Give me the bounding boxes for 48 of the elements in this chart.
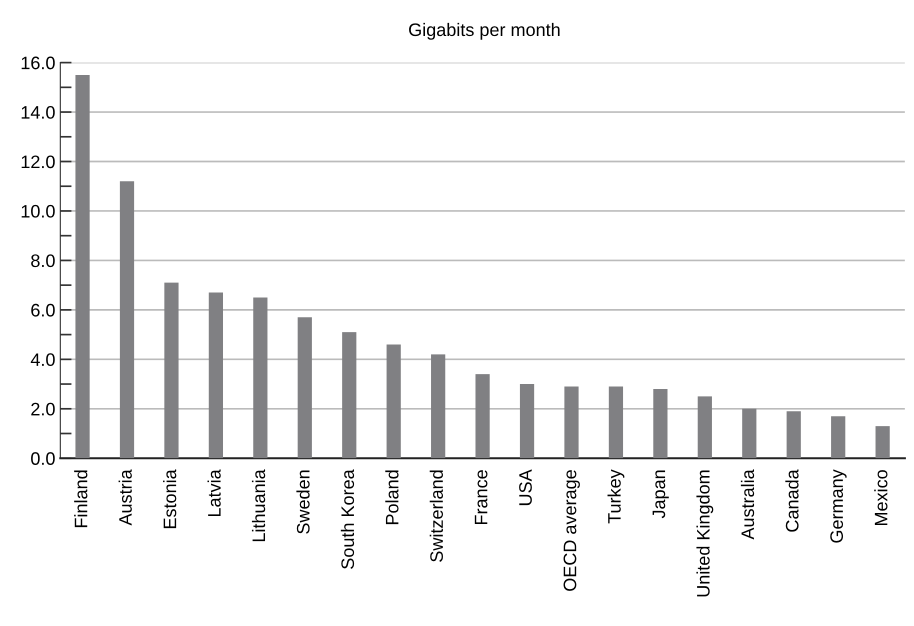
y-tick-label: 6.0 — [31, 304, 55, 317]
y-tick-label: 4.0 — [30, 353, 55, 366]
bar — [253, 298, 268, 458]
bar — [386, 344, 401, 458]
bar — [298, 317, 312, 458]
x-tick-label: Turkey — [608, 469, 624, 524]
x-tick-label: South Korea — [340, 469, 354, 569]
y-tick-label: 2.0 — [31, 402, 55, 416]
x-tick-label: Finland — [74, 470, 88, 528]
bar — [742, 408, 756, 458]
bar — [75, 74, 90, 458]
x-tick-label: France — [474, 470, 488, 524]
y-tick-label: 16.0 — [22, 56, 55, 70]
bar — [698, 396, 712, 458]
bar — [608, 386, 624, 458]
x-tick-label: Australia — [740, 469, 754, 540]
y-tick-label: 14.0 — [22, 106, 55, 119]
bar — [831, 416, 846, 458]
bar — [431, 354, 446, 458]
x-tick-label: Sweden — [296, 470, 310, 534]
x-tick-label: Poland — [385, 470, 399, 524]
bar — [786, 411, 801, 458]
x-tick-label: Canada — [785, 469, 799, 532]
x-tick-label: Germany — [830, 469, 847, 543]
x-tick-label: Latvia — [207, 469, 221, 516]
y-tick-label: 0.0 — [31, 452, 55, 465]
x-tick-label: Japan — [652, 470, 669, 518]
y-tick-label: 12.0 — [22, 155, 55, 168]
bar — [876, 426, 890, 458]
chart-title: Gigabits per month — [409, 22, 560, 40]
x-tick-label: United Kingdom — [696, 470, 714, 596]
x-tick-label: Estonia — [163, 469, 176, 528]
bar — [342, 332, 356, 458]
x-tick-label: USA — [519, 469, 532, 506]
bar — [564, 386, 579, 458]
bar — [475, 374, 490, 458]
y-tick-label: 8.0 — [31, 254, 55, 268]
bar — [653, 388, 668, 458]
x-tick-label: Switzerland — [430, 470, 443, 562]
x-tick-label: Lithuania — [252, 469, 266, 542]
x-tick-label: Mexico — [874, 470, 888, 526]
x-tick-label: OECD average — [564, 470, 580, 591]
bar — [164, 282, 179, 458]
y-tick-label: 10.0 — [22, 204, 55, 218]
bar — [208, 292, 224, 458]
bar — [520, 384, 534, 458]
bar — [120, 181, 134, 458]
x-tick-label: Austria — [118, 469, 132, 526]
